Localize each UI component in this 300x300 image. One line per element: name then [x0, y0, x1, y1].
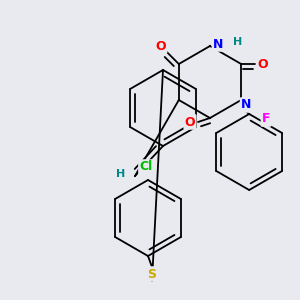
Text: S: S	[148, 268, 157, 281]
Text: O: O	[185, 116, 195, 128]
Text: H: H	[233, 37, 243, 47]
Text: N: N	[213, 38, 223, 50]
Text: Cl: Cl	[140, 160, 153, 173]
Text: H: H	[116, 169, 126, 179]
Text: O: O	[258, 58, 268, 70]
Text: F: F	[262, 112, 270, 125]
Text: N: N	[241, 98, 251, 112]
Text: O: O	[155, 40, 166, 52]
